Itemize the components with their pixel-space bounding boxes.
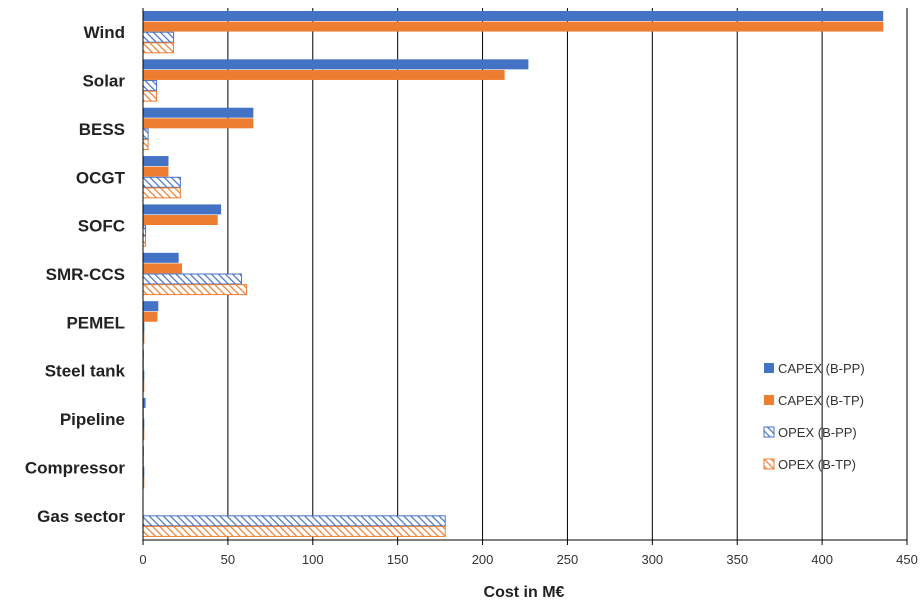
x-tick-label: 400	[811, 552, 833, 567]
bar-capex-b-tp-solar	[143, 69, 505, 80]
category-label: Pipeline	[60, 410, 125, 429]
bar-opex-b-tp-solar	[142, 90, 158, 102]
bar-capex-b-tp-pemel	[143, 311, 158, 322]
bar-opex-b-tp-bess	[142, 139, 149, 151]
category-label: Wind	[84, 23, 125, 42]
category-label: SOFC	[78, 217, 125, 236]
x-tick-label: 0	[139, 552, 146, 567]
category-label: Gas sector	[37, 507, 125, 526]
category-label: BESS	[79, 120, 125, 139]
bar-opex-b-pp-wind	[142, 31, 175, 43]
bar-opex-b-pp-ocgt	[142, 176, 181, 188]
legend-label: OPEX (B-PP)	[778, 425, 857, 440]
bar-opex-b-pp-bess	[142, 128, 149, 140]
bar-capex-b-pp-pipeline	[143, 397, 146, 408]
x-tick-label: 200	[472, 552, 494, 567]
x-tick-label: 150	[387, 552, 409, 567]
legend-swatch	[763, 426, 775, 438]
x-tick-label: 250	[557, 552, 579, 567]
bar-capex-b-pp-bess	[143, 107, 254, 118]
legend-swatch	[763, 458, 775, 470]
x-tick-label: 50	[221, 552, 235, 567]
category-label: Solar	[82, 72, 125, 91]
bar-capex-b-pp-sofc	[143, 204, 222, 215]
category-label: OCGT	[76, 168, 126, 187]
bar-capex-b-pp-solar	[143, 59, 529, 70]
bar-capex-b-tp-smr-ccs	[143, 263, 183, 274]
bar-capex-b-pp-smr-ccs	[143, 252, 179, 263]
bar-opex-b-tp-gas-sector	[142, 525, 446, 537]
axes: 0 50 100 150 200 250 300 350 400 450 Wind Solar BESS…	[25, 8, 918, 567]
legend-swatch	[764, 395, 774, 405]
bar-capex-b-pp-ocgt	[143, 156, 169, 167]
x-tick-label: 450	[896, 552, 918, 567]
gridlines	[227, 8, 908, 540]
bar-opex-b-pp-gas-sector	[142, 515, 446, 527]
x-tick-label: 300	[641, 552, 663, 567]
bar-opex-b-tp-smr-ccs	[142, 284, 248, 296]
bar-opex-b-tp-wind	[142, 42, 175, 54]
x-axis-title: Cost in M€	[484, 584, 565, 601]
x-tick-label: 100	[302, 552, 324, 567]
legend-label: CAPEX (B-PP)	[778, 361, 865, 376]
category-label: Compressor	[25, 458, 126, 477]
legend-label: CAPEX (B-TP)	[778, 393, 864, 408]
bar-capex-b-tp-sofc	[143, 215, 218, 226]
bar-capex-b-tp-wind	[143, 21, 884, 32]
legend-label: OPEX (B-TP)	[778, 457, 856, 472]
bar-opex-b-tp-ocgt	[142, 187, 181, 199]
category-label: Steel tank	[45, 362, 126, 381]
bar-capex-b-tp-ocgt	[143, 166, 169, 177]
legend-swatch	[764, 363, 774, 373]
bar-capex-b-pp-wind	[143, 10, 884, 21]
legend: CAPEX (B-PP) CAPEX (B-TP) OPEX (B-PP) OPEX …	[763, 361, 865, 472]
bar-opex-b-pp-solar	[142, 80, 158, 92]
x-tick-label: 350	[726, 552, 748, 567]
bar-capex-b-pp-pemel	[143, 301, 159, 312]
category-label: SMR-CCS	[46, 265, 125, 284]
bar-capex-b-tp-bess	[143, 118, 254, 129]
category-label: PEMEL	[66, 313, 125, 332]
bars	[142, 10, 884, 537]
bar-opex-b-pp-smr-ccs	[142, 273, 242, 285]
